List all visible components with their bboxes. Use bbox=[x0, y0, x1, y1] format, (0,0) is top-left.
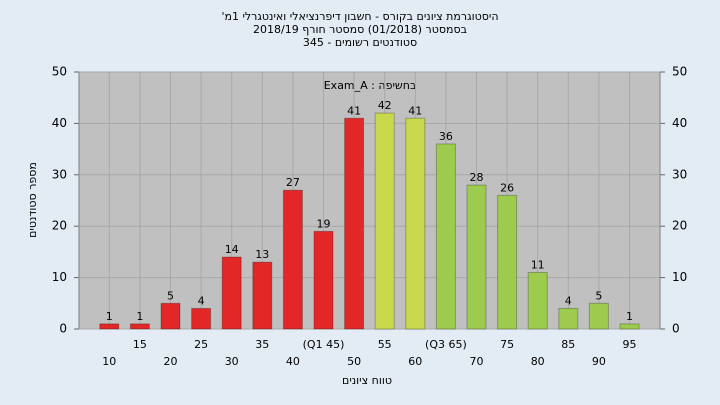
y2-tick-label: 10 bbox=[672, 270, 687, 284]
y-tick-label: 40 bbox=[52, 116, 67, 130]
y2-tick-label: 40 bbox=[672, 116, 687, 130]
plot-area bbox=[78, 71, 661, 330]
x-tick-label: 80 bbox=[531, 355, 545, 368]
data-label: 11 bbox=[531, 258, 545, 271]
chart-title: היסטוגרמת ציונים בקורס - חשבון דיפרנציאל… bbox=[221, 10, 498, 23]
bar bbox=[588, 302, 609, 330]
bar bbox=[160, 302, 181, 330]
x-tick-label: 60 bbox=[408, 355, 422, 368]
bar bbox=[282, 189, 303, 330]
data-label: 41 bbox=[347, 104, 361, 117]
y-tick-label: 0 bbox=[59, 322, 67, 336]
data-label: 13 bbox=[255, 248, 269, 261]
x-tick-label: 90 bbox=[592, 355, 606, 368]
annotation: בחשיפה : Exam_A bbox=[324, 79, 417, 92]
x-tick-label: 30 bbox=[225, 355, 239, 368]
x-tick-label: 40 bbox=[286, 355, 300, 368]
data-label: 1 bbox=[106, 310, 113, 323]
bar bbox=[497, 194, 518, 330]
y2-tick-label: 30 bbox=[672, 167, 687, 181]
x-tick-label: 25 bbox=[194, 338, 208, 351]
chart-subtitle: בסמסטר (01/2018) סמסטר חורף 2018/19 bbox=[253, 23, 467, 36]
data-label: 19 bbox=[317, 217, 331, 230]
data-label: 4 bbox=[198, 294, 205, 307]
y-tick-label: 50 bbox=[52, 65, 67, 79]
data-label: 26 bbox=[500, 181, 514, 194]
y-tick-label: 30 bbox=[52, 167, 67, 181]
data-label: 28 bbox=[470, 171, 484, 184]
bar bbox=[405, 117, 426, 330]
y-tick-label: 20 bbox=[52, 219, 67, 233]
y2-tick-label: 0 bbox=[672, 322, 680, 336]
data-label: 5 bbox=[167, 289, 174, 302]
x-axis-label: טווח ציונים bbox=[342, 374, 392, 387]
x-tick-label: 75 bbox=[500, 338, 514, 351]
x-tick-label: 95 bbox=[623, 338, 637, 351]
y2-tick-label: 50 bbox=[672, 65, 687, 79]
bar bbox=[558, 307, 579, 330]
x-tick-label: 50 bbox=[347, 355, 361, 368]
x-tick-label: 70 bbox=[470, 355, 484, 368]
bar bbox=[619, 323, 640, 330]
data-label: 4 bbox=[565, 294, 572, 307]
bar bbox=[344, 117, 365, 330]
bar bbox=[466, 184, 487, 330]
chart-subtitle: סטודנטים רשומים - 345 bbox=[303, 36, 417, 49]
x-tick-label: (Q1 45) bbox=[303, 338, 345, 351]
bar bbox=[435, 143, 456, 330]
bar bbox=[527, 271, 548, 330]
x-tick-label: 85 bbox=[561, 338, 575, 351]
bar bbox=[129, 323, 150, 330]
data-label: 42 bbox=[378, 99, 392, 112]
data-label: 14 bbox=[225, 243, 239, 256]
x-tick-label: (Q3 65) bbox=[425, 338, 467, 351]
data-label: 36 bbox=[439, 130, 453, 143]
bar bbox=[252, 261, 273, 330]
bar bbox=[221, 256, 242, 330]
data-label: 1 bbox=[626, 310, 633, 323]
x-tick-label: 10 bbox=[102, 355, 116, 368]
bar bbox=[99, 323, 120, 330]
x-tick-label: 55 bbox=[378, 338, 392, 351]
y-tick-label: 10 bbox=[52, 270, 67, 284]
data-label: 41 bbox=[408, 104, 422, 117]
bar bbox=[374, 112, 395, 330]
bar bbox=[191, 307, 212, 330]
y-axis-label: מספר סטודנטים bbox=[26, 162, 39, 238]
data-label: 5 bbox=[595, 289, 602, 302]
x-tick-label: 35 bbox=[255, 338, 269, 351]
bar bbox=[313, 230, 334, 330]
data-label: 27 bbox=[286, 176, 300, 189]
x-tick-label: 20 bbox=[164, 355, 178, 368]
x-tick-label: 15 bbox=[133, 338, 147, 351]
y2-tick-label: 20 bbox=[672, 219, 687, 233]
data-label: 1 bbox=[136, 310, 143, 323]
